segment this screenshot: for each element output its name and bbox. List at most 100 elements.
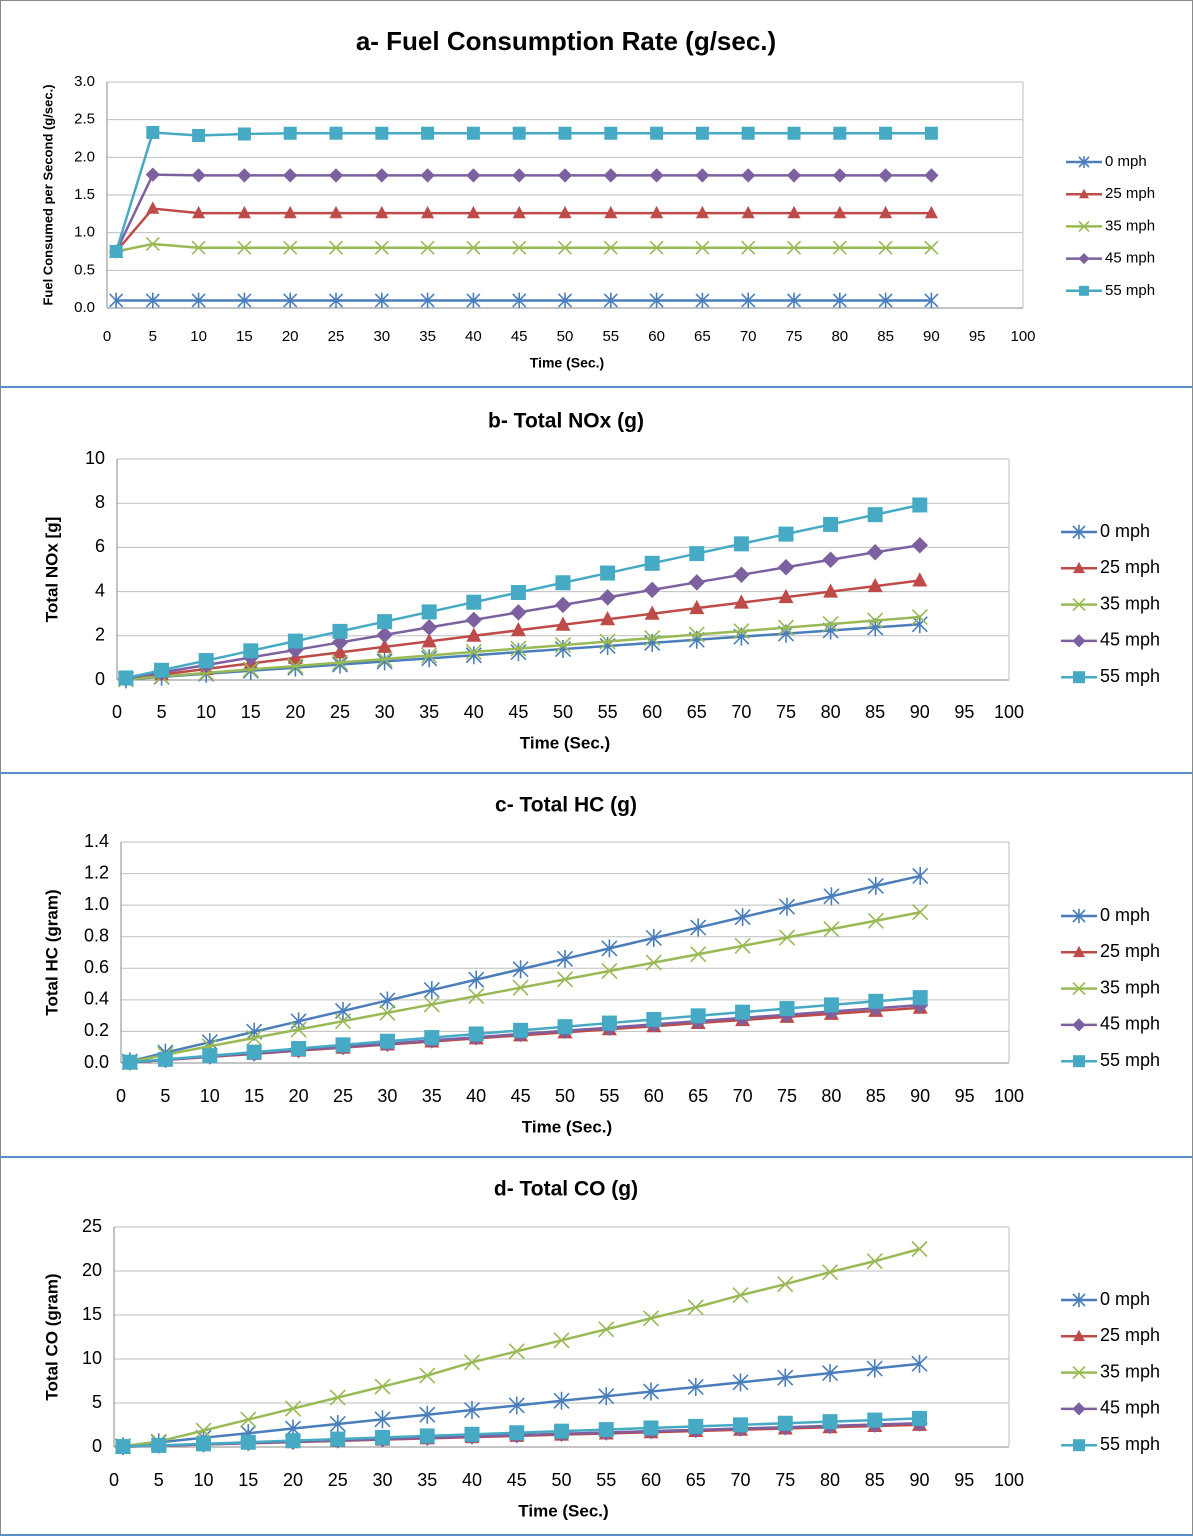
data-point	[118, 670, 134, 686]
legend-marker	[1079, 188, 1089, 199]
x-tick-label: 100	[994, 1470, 1024, 1490]
data-point	[196, 1436, 211, 1452]
data-point	[237, 240, 252, 255]
data-point	[734, 908, 751, 927]
legend-entry: 0 mph	[1061, 905, 1150, 925]
y-tick-label: 10	[82, 1348, 102, 1368]
data-point	[512, 126, 526, 140]
data-point	[911, 615, 928, 634]
y-tick-label: 0.4	[84, 989, 109, 1009]
data-point	[823, 921, 840, 938]
legend-entry: 45 mph	[1061, 1014, 1160, 1034]
data-point	[374, 292, 389, 309]
data-point	[822, 551, 839, 569]
y-tick-label: 0.0	[74, 299, 95, 316]
data-point	[374, 1378, 391, 1395]
x-tick-label: 30	[372, 1470, 392, 1490]
data-point	[287, 633, 303, 649]
y-tick-label: 1.0	[74, 224, 95, 241]
legend-marker	[1072, 1018, 1086, 1032]
data-point	[510, 584, 526, 600]
x-tick-label: 65	[687, 702, 707, 722]
data-point	[512, 292, 527, 309]
data-point	[335, 1037, 351, 1053]
x-tick-label: 35	[419, 328, 436, 345]
data-point	[510, 640, 527, 657]
x-tick-label: 90	[923, 328, 940, 345]
chart-panel-2: b- Total NOx (g) 0 2 4 6 8 10 0 5 10 15 20 25 30 35 40 4…	[0, 388, 1193, 774]
data-point	[732, 1287, 749, 1304]
y-tick-label: 1.4	[84, 831, 109, 851]
data-point	[375, 1429, 390, 1445]
x-tick-label: 40	[462, 1470, 482, 1490]
chart-panel-1: a- Fuel Consumption Rate (g/sec.) 0.0 0.5 1…	[0, 0, 1193, 388]
data-point	[911, 608, 928, 626]
x-tick-label: 30	[373, 328, 390, 345]
series-0-mph	[117, 615, 928, 689]
data-point	[146, 125, 160, 139]
data-point	[468, 988, 485, 1005]
data-point	[423, 981, 440, 1000]
legend-entry: 25 mph	[1066, 185, 1155, 202]
data-point	[645, 954, 662, 971]
data-point	[466, 240, 481, 255]
legend-label: 35 mph	[1100, 977, 1160, 997]
x-axis-label: Time (Sec.)	[530, 355, 604, 371]
x-tick-label: 10	[200, 1086, 220, 1106]
series-0-mph	[109, 292, 939, 309]
data-point	[374, 1410, 391, 1429]
data-point	[284, 1400, 302, 1417]
series-0-mph	[121, 866, 929, 1071]
legend-entry: 45 mph	[1066, 250, 1155, 267]
data-point	[554, 596, 572, 614]
data-point	[688, 626, 705, 643]
data-point	[878, 292, 893, 309]
data-point	[779, 1001, 795, 1017]
data-point	[695, 168, 710, 183]
series-35-mph	[117, 608, 928, 688]
legend-label: 0 mph	[1100, 1289, 1150, 1309]
data-point	[157, 1051, 173, 1067]
data-point	[599, 633, 616, 650]
x-tick-label: 85	[866, 1086, 886, 1106]
data-point	[556, 949, 574, 968]
data-point	[778, 588, 794, 604]
series-45-mph	[109, 167, 939, 259]
data-point	[198, 653, 214, 669]
data-point	[509, 1425, 525, 1441]
x-tick-label: 20	[283, 1470, 303, 1490]
data-point	[558, 126, 572, 140]
legend-label: 0 mph	[1100, 905, 1150, 925]
data-point	[690, 1008, 706, 1024]
y-tick-label: 2	[95, 625, 105, 645]
data-point	[688, 1418, 704, 1434]
data-point	[603, 168, 618, 183]
y-tick-label: 8	[95, 492, 105, 512]
data-point	[290, 1012, 307, 1031]
data-point	[243, 643, 259, 659]
data-point	[287, 658, 304, 675]
data-point	[466, 205, 480, 219]
data-point	[328, 240, 344, 255]
legend-label: 25 mph	[1100, 1325, 1160, 1345]
data-point	[329, 1389, 346, 1406]
legend-entry: 35 mph	[1061, 1361, 1160, 1381]
data-point	[867, 507, 883, 523]
data-point	[687, 1377, 704, 1396]
legend-marker	[1078, 220, 1090, 232]
data-point	[599, 589, 616, 606]
x-tick-label: 75	[777, 1086, 797, 1106]
legend-marker	[1072, 982, 1086, 996]
data-point	[867, 1412, 883, 1428]
x-tick-label: 55	[599, 1086, 619, 1106]
data-point	[512, 960, 529, 979]
data-point	[689, 546, 705, 562]
data-point	[466, 292, 481, 309]
x-tick-label: 75	[775, 1470, 795, 1490]
data-point	[376, 626, 393, 644]
legend-label: 0 mph	[1105, 153, 1147, 170]
legend-label: 45 mph	[1100, 630, 1160, 650]
data-point	[283, 240, 298, 255]
data-point	[821, 1264, 839, 1281]
data-point	[644, 555, 660, 571]
